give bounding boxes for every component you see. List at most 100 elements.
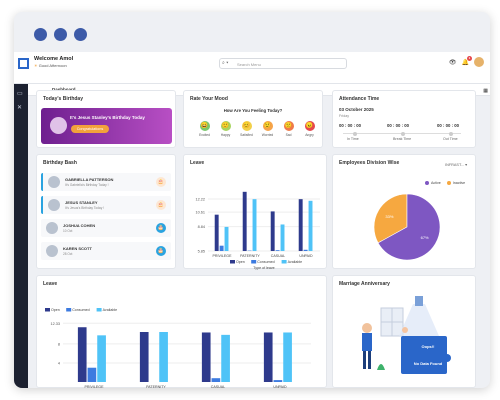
division-dropdown[interactable]: INFRAST... ▾ xyxy=(445,162,467,167)
division-pie-chart: 33% 67% xyxy=(373,193,441,261)
cake-icon[interactable]: 🎂 xyxy=(156,200,166,210)
bar-open-paternity[interactable] xyxy=(242,191,247,251)
birthday-note: 28 Oct xyxy=(63,252,73,256)
top-icons: 👁 🔔 1 xyxy=(448,55,484,67)
no-data-text: No Data Found xyxy=(413,361,443,366)
person-name: JESUS STANLEY xyxy=(65,200,98,205)
mood-option-excited[interactable]: 😄 Excited xyxy=(198,121,211,137)
pie-slice-active[interactable] xyxy=(377,193,441,261)
eye-icon[interactable]: 👁 xyxy=(448,59,457,66)
bar-consumed-casual[interactable] xyxy=(211,378,221,382)
congratulations-button[interactable]: Congratulations xyxy=(71,125,109,133)
y-tick-label: 8.84 xyxy=(198,225,205,229)
tools-icon[interactable]: ✕ xyxy=(17,105,23,111)
app-logo[interactable] xyxy=(18,58,29,69)
attendance-card: Attendance Time 03 October 2025 Friday 0… xyxy=(332,90,476,148)
mood-label: Happy xyxy=(220,133,231,137)
card-title: Leave xyxy=(43,281,58,287)
mood-option-satisfied[interactable]: 😊 Satisfied xyxy=(240,121,253,137)
legend-active-label: Active xyxy=(431,181,441,185)
legend-label: Available xyxy=(103,308,118,312)
window-dot-2[interactable] xyxy=(54,28,67,41)
rate-mood-card: Rate Your Mood How Are You Feeling Today… xyxy=(183,90,323,148)
legend-label: Available xyxy=(288,260,303,264)
bar-consumed-privilege[interactable] xyxy=(87,367,97,382)
bar-open-casual[interactable] xyxy=(201,332,211,382)
legend-label: Consumed xyxy=(72,308,89,312)
cake-icon[interactable]: 🎂 xyxy=(156,223,166,233)
y-tick-label: 12.33 xyxy=(50,322,60,326)
mood-option-angry[interactable]: 😠 Angry xyxy=(303,121,316,137)
x-tick-label: PATERNITY xyxy=(146,385,166,388)
search-icon: ⌕ ▾ xyxy=(222,60,229,66)
legend-label: Consumed xyxy=(257,260,274,264)
bar-consumed-casual[interactable] xyxy=(275,250,280,251)
grid-icon[interactable]: ▦ xyxy=(483,88,488,94)
search-input[interactable]: ⌕ ▾ Search Menu xyxy=(219,58,347,69)
pie-value-label: 33% xyxy=(385,214,393,219)
bar-open-casual[interactable] xyxy=(270,211,275,251)
bar-available-paternity[interactable] xyxy=(159,332,168,382)
avatar xyxy=(46,245,58,257)
bar-available-privilege[interactable] xyxy=(224,226,229,251)
y-tick-label: 4 xyxy=(58,361,60,365)
list-item[interactable]: JOSHUA COHEN 10 Oct 🎂 xyxy=(41,219,171,237)
legend-inactive: Inactive xyxy=(446,181,465,186)
bar-consumed-unpaid[interactable] xyxy=(303,249,308,251)
list-item[interactable]: KAREN SCOTT 28 Oct 🎂 xyxy=(41,242,171,260)
birthday-bash-card: Birthday Bash GABRIELLA PATTERSON It's Ga… xyxy=(36,154,176,269)
legend-swatch xyxy=(251,260,257,264)
person-name: KAREN SCOTT xyxy=(63,246,92,251)
bar-consumed-privilege[interactable] xyxy=(219,245,224,251)
cake-icon[interactable]: 🎂 xyxy=(156,177,166,187)
birthday-note: 10 Oct xyxy=(63,229,73,233)
out-time-label: Out Time xyxy=(443,137,458,141)
mood-question: How Are You Feeling Today? xyxy=(223,108,283,113)
mood-option-worried[interactable]: 😟 Worried xyxy=(261,121,274,137)
list-item[interactable]: GABRIELLA PATTERSON It's Gabriella's Birt… xyxy=(41,173,171,191)
sad-face-icon: 🙁 xyxy=(283,121,294,131)
card-title: Birthday Bash xyxy=(43,160,77,166)
bar-consumed-unpaid[interactable] xyxy=(273,380,283,382)
x-tick-label: PRIVILEGE xyxy=(85,385,105,388)
card-title: Today's Birthday xyxy=(43,96,83,102)
bar-available-casual[interactable] xyxy=(221,334,230,382)
pie-slice-inactive[interactable] xyxy=(373,193,408,244)
happy-face-icon: 🙂 xyxy=(220,121,231,131)
out-time-value: 00 : 00 : 00 xyxy=(437,123,459,128)
pie-value-label: 67% xyxy=(421,235,429,240)
mood-label: Angry xyxy=(305,133,314,137)
window-dot-1[interactable] xyxy=(34,28,47,41)
bar-available-privilege[interactable] xyxy=(97,335,106,382)
bar-available-unpaid[interactable] xyxy=(283,332,292,382)
bar-available-unpaid[interactable] xyxy=(308,200,313,251)
legend-swatch xyxy=(281,260,287,264)
cake-icon[interactable]: 🎂 xyxy=(156,246,166,256)
app-window: Welcome Amol ☀ Good Afternoon ⌕ ▾ Search… xyxy=(14,12,490,388)
welcome-text: Welcome Amol xyxy=(34,56,74,62)
x-tick-label: PRIVILEGE xyxy=(213,254,233,258)
user-avatar[interactable] xyxy=(474,57,484,67)
legend-label: Open xyxy=(236,260,245,264)
calendar-icon[interactable]: ▭ xyxy=(17,91,23,97)
leave-large-bar-chart: 12.33 8 4 PRIVILEGE PATERNITY CASUAL UNPAID Ope… xyxy=(45,308,311,388)
attendance-day: Friday xyxy=(339,114,349,118)
bar-available-paternity[interactable] xyxy=(252,199,257,251)
notification-bell-icon[interactable]: 🔔 1 xyxy=(461,55,472,66)
bar-open-privilege[interactable] xyxy=(77,327,87,382)
in-time-label: In Time xyxy=(347,137,359,141)
mood-option-happy[interactable]: 🙂 Happy xyxy=(219,121,232,137)
sidebar: ▭ ✕ xyxy=(14,84,28,388)
list-item[interactable]: JESUS STANLEY It's Jesus's Birthday Today… xyxy=(41,196,171,214)
bar-open-privilege[interactable] xyxy=(214,214,219,251)
window-dot-3[interactable] xyxy=(74,28,87,41)
bar-open-unpaid[interactable] xyxy=(263,332,273,382)
leave-large-card: Leave 12.33 8 4 PRIVILEGE PATERNITY CASUAL UNP… xyxy=(36,275,327,388)
bar-open-paternity[interactable] xyxy=(139,332,149,382)
bar-available-casual[interactable] xyxy=(280,224,285,251)
bar-open-unpaid[interactable] xyxy=(298,199,303,251)
legend-active: Active xyxy=(425,181,441,186)
legend-swatch xyxy=(66,308,72,312)
birthday-message: It's Jesus Stanley's Birthday Today xyxy=(70,115,145,120)
mood-option-sad[interactable]: 🙁 Sad xyxy=(282,121,295,137)
